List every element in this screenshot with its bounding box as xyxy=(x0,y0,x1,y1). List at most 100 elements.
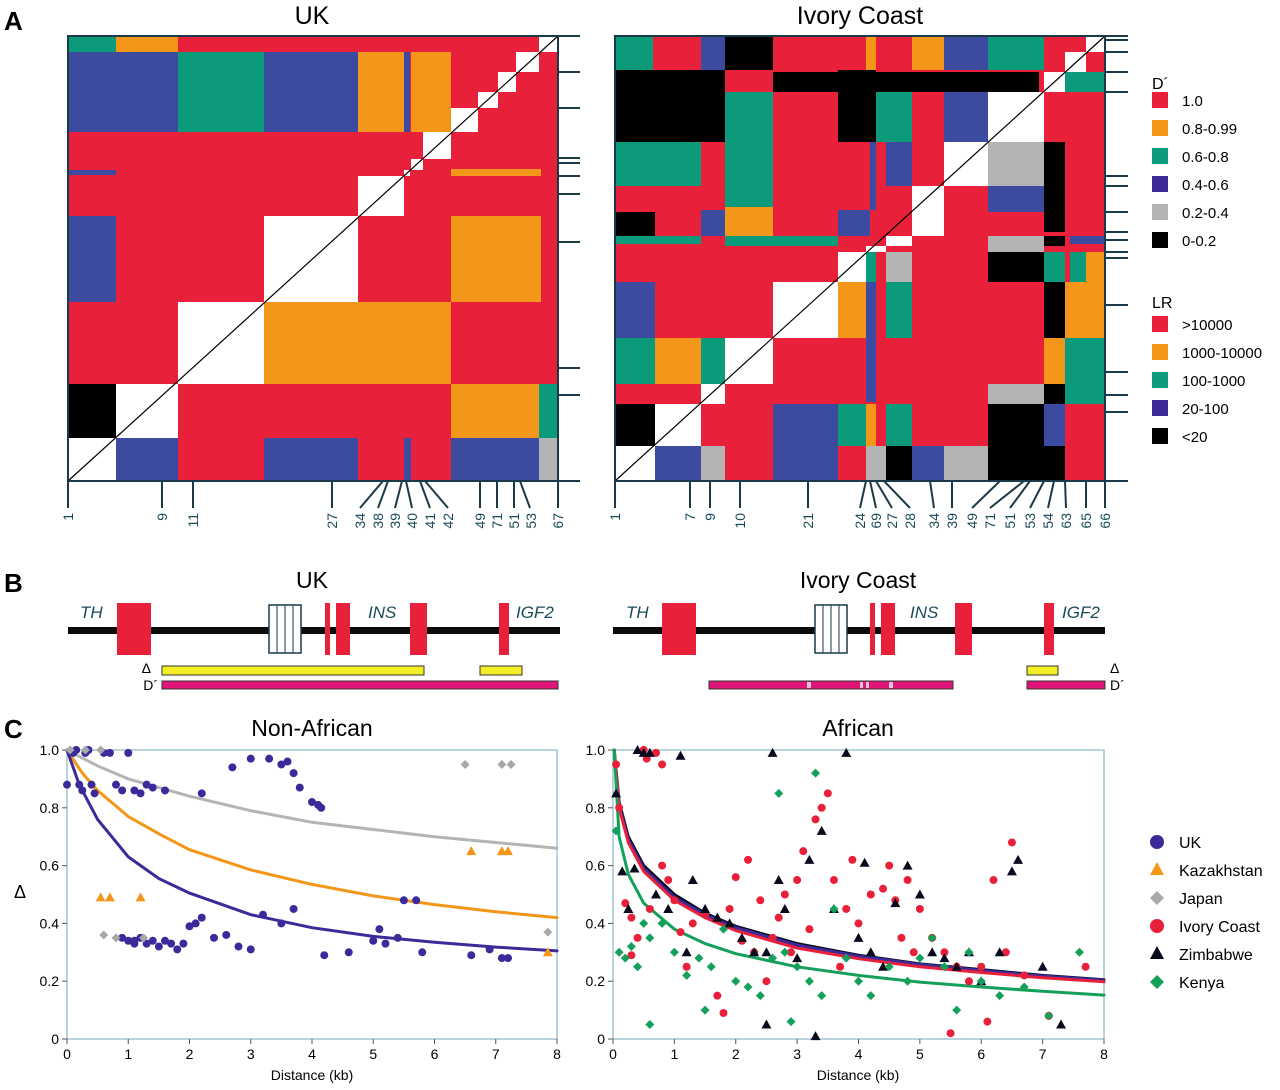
kenya-point xyxy=(1074,947,1084,957)
ic-exon xyxy=(1044,603,1054,655)
y-tick-label: 1.0 xyxy=(40,742,60,758)
kenya-point xyxy=(1044,1011,1054,1021)
ic-block xyxy=(1044,404,1065,446)
kenya-point xyxy=(743,982,753,992)
kenya-point xyxy=(866,991,876,1001)
ic-block xyxy=(1044,236,1065,246)
kenya-point xyxy=(915,953,925,963)
ivory-coast-point xyxy=(836,962,845,971)
zimbabwe-point xyxy=(650,889,661,899)
zimbabwe-point xyxy=(700,903,711,913)
zimbabwe-point xyxy=(1056,1019,1067,1029)
non-african-x-ticks: 0 1 2 3 4 5 6 7 8 xyxy=(63,1039,561,1062)
y-tick-label: 0.6 xyxy=(586,858,606,874)
ivory-coast-point xyxy=(762,977,771,986)
zimbabwe-point xyxy=(994,947,1005,957)
ic-block xyxy=(773,404,838,480)
dprime-legend-title: D´ xyxy=(1152,76,1169,93)
zimbabwe-point xyxy=(761,1019,772,1029)
uk-marker-label: 39 xyxy=(387,513,403,529)
uk-point xyxy=(197,913,206,922)
ivory-coast-ld-matrix: Ivory Coast xyxy=(607,2,1128,529)
dprime-swatch xyxy=(1152,148,1168,164)
ivory-coast-point xyxy=(946,1029,955,1038)
kazakhstan-point xyxy=(542,947,553,957)
x-tick-label: 2 xyxy=(732,1046,740,1062)
uk-marker-label: 38 xyxy=(370,513,386,529)
ivory-coast-point xyxy=(823,789,832,798)
ic-marker-label: 69 xyxy=(868,513,884,529)
y-tick-label: 1.0 xyxy=(586,742,606,758)
ic-diagonal-block xyxy=(701,384,725,404)
non-african-x-axis-label: Distance (kb) xyxy=(271,1067,353,1083)
dprime-legend-label: 0.6-0.8 xyxy=(1182,149,1229,166)
y-tick-label: 0 xyxy=(51,1031,59,1047)
ivory-coast-gene-map: Ivory Coast TH INS IGF2 Δ D´ xyxy=(613,567,1125,693)
uk-point xyxy=(210,933,218,942)
african-x-ticks: 0 1 2 3 4 5 6 7 8 xyxy=(609,1039,1108,1062)
kenya-point xyxy=(976,976,986,986)
ic-block xyxy=(1044,384,1065,404)
ivory-coast-point xyxy=(612,760,621,769)
ic-dprime-gap xyxy=(889,682,893,688)
y-tick-label: 0.2 xyxy=(40,973,60,989)
uk-point xyxy=(283,757,292,766)
ic-block xyxy=(838,404,866,446)
fit-curve xyxy=(65,748,559,953)
ivory-coast-point xyxy=(621,899,630,908)
y-tick-label: 0.4 xyxy=(586,915,606,931)
uk-block xyxy=(451,384,539,438)
legend-label: Ivory Coast xyxy=(1179,919,1260,936)
uk-delta-block xyxy=(161,665,425,676)
uk-point xyxy=(197,789,206,798)
japan-point xyxy=(506,759,516,769)
uk-point xyxy=(467,951,476,960)
uk-marker-label: 71 xyxy=(489,513,505,529)
ic-block xyxy=(988,236,1044,252)
kenya-point xyxy=(626,942,636,952)
uk-gene-label: IGF2 xyxy=(516,603,554,622)
dprime-swatch xyxy=(1152,120,1168,136)
ic-block xyxy=(912,36,944,70)
uk-point xyxy=(246,754,255,763)
uk-point xyxy=(344,948,353,957)
uk-point xyxy=(381,939,390,948)
x-tick-label: 4 xyxy=(855,1046,863,1062)
japan-point xyxy=(99,930,109,940)
zimbabwe-point xyxy=(853,932,864,942)
zimbabwe-point xyxy=(611,788,622,798)
legend-triangle-marker xyxy=(1150,946,1164,959)
uk-block xyxy=(404,52,410,132)
uk-marker-labels: 1 9 11 27 34 38 39 40 41 42 49 71 51 53 … xyxy=(60,513,566,529)
panel-label-c: C xyxy=(4,714,23,744)
zimbabwe-point xyxy=(773,875,784,885)
uk-block xyxy=(68,52,178,132)
zimbabwe-point xyxy=(724,918,735,928)
dprime-swatch xyxy=(1152,176,1168,192)
kenya-point xyxy=(718,924,728,934)
kenya-point xyxy=(884,962,894,972)
kenya-point xyxy=(614,947,624,957)
ic-block xyxy=(701,210,725,236)
ic-marker-label: 65 xyxy=(1078,513,1094,529)
ivory-coast-point xyxy=(682,962,691,971)
uk-matrix-title: UK xyxy=(295,2,330,30)
ivory-coast-point xyxy=(744,855,753,864)
y-tick-label: 0.8 xyxy=(586,800,606,816)
lr-legend-label: <20 xyxy=(1182,429,1207,446)
uk-point xyxy=(277,760,286,769)
ivory-coast-point xyxy=(879,884,888,893)
ivory-coast-point xyxy=(774,913,783,922)
ic-dprime-gap xyxy=(866,682,869,688)
ic-block xyxy=(886,282,912,338)
ic-block xyxy=(886,446,912,480)
uk-bottom-ticks xyxy=(67,480,559,509)
ivory-coast-point xyxy=(793,876,802,885)
uk-point xyxy=(317,803,326,812)
dprime-legend-label: 0-0.2 xyxy=(1182,233,1216,250)
zimbabwe-point xyxy=(804,854,815,864)
ic-block xyxy=(838,210,870,236)
ic-marker-label: 10 xyxy=(732,513,748,529)
x-tick-label: 0 xyxy=(63,1046,71,1062)
uk-marker-label: 9 xyxy=(154,513,170,521)
